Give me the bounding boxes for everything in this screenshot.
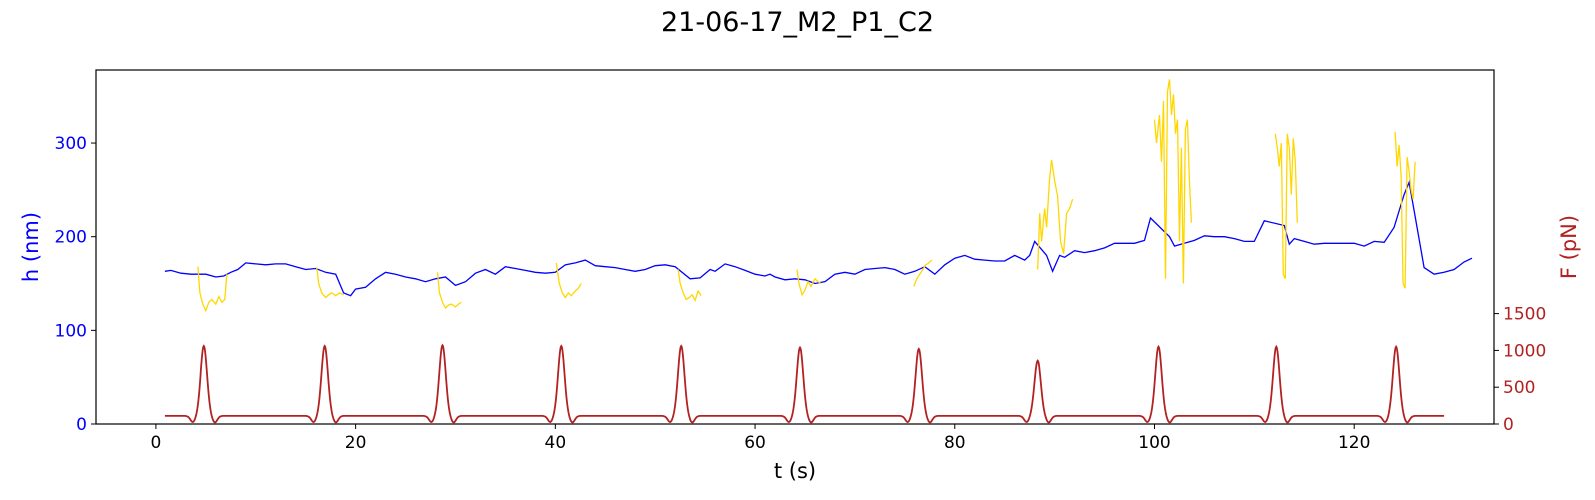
x-axis-label: t (s) (774, 459, 816, 483)
series-height-compression-line-2 (436, 272, 462, 309)
left-y-tick-label: 0 (76, 415, 87, 435)
x-tick-label: 60 (744, 433, 766, 453)
x-tick-label: 40 (545, 433, 567, 453)
left-y-tick-label: 100 (55, 321, 87, 341)
right-y-axis: 0 500 1000 1500 (1494, 305, 1546, 435)
x-tick-label: 20 (345, 433, 367, 453)
left-y-axis-label: h (nm) (19, 212, 43, 282)
right-y-tick-label: 0 (1503, 415, 1514, 435)
x-tick-label: 120 (1338, 433, 1370, 453)
series-height-compression-line-6 (913, 259, 933, 287)
x-axis: 0 20 40 60 80 100 120 (151, 424, 1370, 453)
left-y-axis: 0 100 200 300 (55, 134, 96, 435)
x-tick-label: 80 (944, 433, 966, 453)
plot-area (164, 79, 1473, 424)
series-height-compression-line-9 (1274, 133, 1298, 280)
series-height-compression-line-10 (1394, 131, 1416, 289)
right-y-tick-label: 1500 (1503, 305, 1546, 325)
right-y-tick-label: 500 (1503, 378, 1535, 398)
series-height-line-0 (164, 180, 1473, 297)
series-height-compression-line-7 (1037, 159, 1074, 270)
x-tick-label: 0 (151, 433, 162, 453)
series-height-compression-line-8 (1153, 79, 1193, 284)
series-height-compression-line-3 (555, 262, 582, 299)
series-force-line (164, 343, 1445, 424)
series-height-compression-line-5 (796, 269, 822, 297)
left-y-tick-label: 300 (55, 134, 87, 154)
right-y-tick-label: 1000 (1503, 341, 1546, 361)
chart-title: 21-06-17_M2_P1_C2 (661, 7, 934, 38)
left-y-tick-label: 200 (55, 228, 87, 248)
right-y-axis-label: F (pN) (1557, 215, 1581, 279)
plot-frame (95, 69, 1495, 425)
series-height-compression-line-1 (316, 267, 344, 299)
series-height-compression-line-4 (677, 269, 702, 303)
series-height-compression-line-0 (197, 266, 228, 313)
x-tick-label: 100 (1138, 433, 1170, 453)
